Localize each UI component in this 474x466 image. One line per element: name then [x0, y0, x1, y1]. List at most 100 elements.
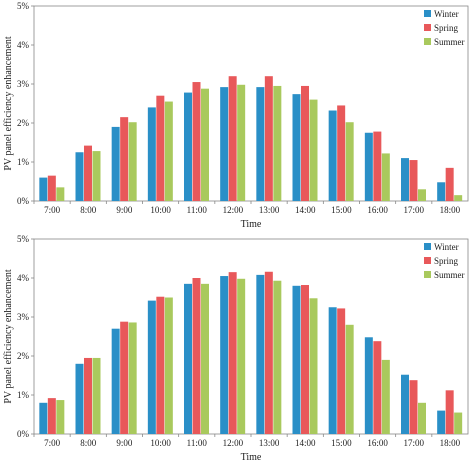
bottom-bar-spring: [228, 272, 237, 434]
top-bar-summer: [345, 122, 354, 201]
bottom-bar-winter: [401, 374, 409, 434]
bottom-bar-spring: [301, 285, 309, 434]
top-bar-summer: [201, 88, 209, 201]
top-legend-swatch-summer: [424, 38, 431, 45]
bottom-legend-label-winter: Winter: [434, 242, 459, 252]
top-bar-spring: [373, 131, 382, 201]
top-bar-summer: [128, 122, 137, 201]
top-bar-spring: [47, 175, 56, 201]
bottom-ytick-label: 4%: [17, 273, 30, 283]
bottom-bar-spring: [192, 278, 201, 434]
top-bar-spring: [409, 160, 418, 201]
top-bar-winter: [364, 132, 373, 201]
top-bar-spring: [301, 85, 309, 201]
top-bar-winter: [292, 94, 301, 201]
top-xtick-label: 13:00: [259, 205, 280, 215]
top-bar-spring: [120, 117, 129, 201]
bottom-xtick-label: 18:00: [440, 438, 461, 448]
top-bar-winter: [184, 92, 192, 201]
bottom-bar-winter: [75, 363, 84, 434]
bottom-xtick-label: 16:00: [367, 438, 388, 448]
bottom-xtick-label: 13:00: [259, 438, 280, 448]
top-bar-summer: [381, 153, 390, 201]
bottom-ytick-label: 1%: [17, 390, 30, 400]
bottom-xtick-label: 12:00: [223, 438, 244, 448]
bottom-bar-summer: [92, 357, 101, 434]
bottom-bar-winter: [437, 410, 446, 434]
bottom-bar-summer: [454, 412, 463, 434]
top-bar-spring: [84, 145, 92, 201]
top-bar-summer: [454, 195, 463, 201]
bottom-bar-summer: [309, 298, 318, 434]
bottom-xtick-label: 11:00: [187, 438, 208, 448]
top-bar-winter: [256, 87, 265, 201]
bottom-legend-swatch-spring: [424, 257, 431, 264]
top-bar-winter: [437, 182, 446, 201]
top-xtick-label: 18:00: [440, 205, 461, 215]
top-xtick-label: 9:00: [116, 205, 133, 215]
top-xtick-label: 12:00: [223, 205, 244, 215]
bottom-ytick-label: 2%: [17, 351, 30, 361]
top-ytick-label: 2%: [17, 118, 30, 128]
top-bar-summer: [237, 84, 246, 201]
top-bar-spring: [337, 105, 346, 201]
bottom-bar-spring: [156, 296, 165, 434]
chart-top: 0% 1% 2% 3% 4% 5% 7:00 8:00 9:00 10:00 11:00 12:00 1…: [3, 1, 469, 230]
bottom-legend-swatch-winter: [424, 243, 431, 250]
bottom-bar-summer: [201, 283, 209, 434]
bottom-bar-summer: [273, 280, 282, 434]
top-xtick-label: 17:00: [403, 205, 424, 215]
bottom-bar-spring: [264, 271, 273, 434]
bottom-bar-summer: [381, 359, 390, 434]
top-bar-summer: [92, 151, 101, 201]
bottom-bar-summer: [345, 324, 354, 434]
bottom-xtick-label: 8:00: [80, 438, 97, 448]
top-bar-summer: [273, 85, 282, 201]
bottom-xtick-label: 14:00: [295, 438, 316, 448]
bottom-bar-summer: [164, 297, 173, 434]
top-legend-swatch-winter: [424, 10, 431, 17]
bottom-bar-spring: [47, 398, 56, 434]
top-xtick-label: 14:00: [295, 205, 316, 215]
bottom-bar-winter: [184, 283, 192, 434]
bottom-bar-winter: [147, 300, 156, 434]
top-bar-winter: [75, 152, 84, 201]
top-ytick-label: 4%: [17, 40, 30, 50]
top-xtick-label: 7:00: [44, 205, 61, 215]
top-xtick-label: 8:00: [80, 205, 97, 215]
bottom-bar-spring: [409, 380, 418, 434]
bottom-xtick-label: 7:00: [44, 438, 61, 448]
bottom-xtick-label: 10:00: [150, 438, 171, 448]
top-bar-spring: [264, 76, 273, 201]
top-bar-spring: [156, 95, 165, 201]
top-legend-label-winter: Winter: [434, 9, 459, 19]
bottom-x-axis-title: Time: [241, 452, 262, 463]
top-bar-summer: [309, 99, 318, 201]
top-bar-winter: [220, 87, 229, 201]
bottom-bar-spring: [445, 390, 454, 434]
top-xtick-label: 10:00: [150, 205, 171, 215]
bottom-xtick-label: 9:00: [116, 438, 133, 448]
top-bar-summer: [164, 101, 173, 201]
top-bar-winter: [401, 158, 409, 201]
bottom-legend-label-summer: Summer: [434, 270, 465, 280]
bottom-bar-winter: [328, 307, 337, 434]
top-ytick-label: 3%: [17, 79, 30, 89]
bottom-bar-winter: [364, 337, 373, 434]
bottom-bar-winter: [292, 285, 301, 434]
bottom-bar-spring: [337, 308, 346, 434]
bottom-bar-winter: [111, 328, 120, 434]
bottom-bar-spring: [373, 341, 382, 434]
chart-bottom-svg: 0% 1% 2% 3% 4% 5% 7:00 8:00 9:00 10:00 11:00 12:00 1…: [3, 234, 469, 463]
top-bar-summer: [418, 189, 426, 201]
bottom-bar-winter: [220, 276, 229, 434]
top-bar-spring: [192, 82, 201, 201]
top-ytick-label: 0%: [17, 196, 30, 206]
bottom-bar-spring: [120, 321, 129, 434]
bottom-bar-summer: [237, 278, 246, 434]
top-bar-winter: [111, 126, 120, 201]
bottom-bar-winter: [256, 274, 265, 434]
bottom-ytick-label: 0%: [17, 429, 30, 439]
bottom-ytick-label: 3%: [17, 312, 30, 322]
bottom-xtick-label: 17:00: [403, 438, 424, 448]
